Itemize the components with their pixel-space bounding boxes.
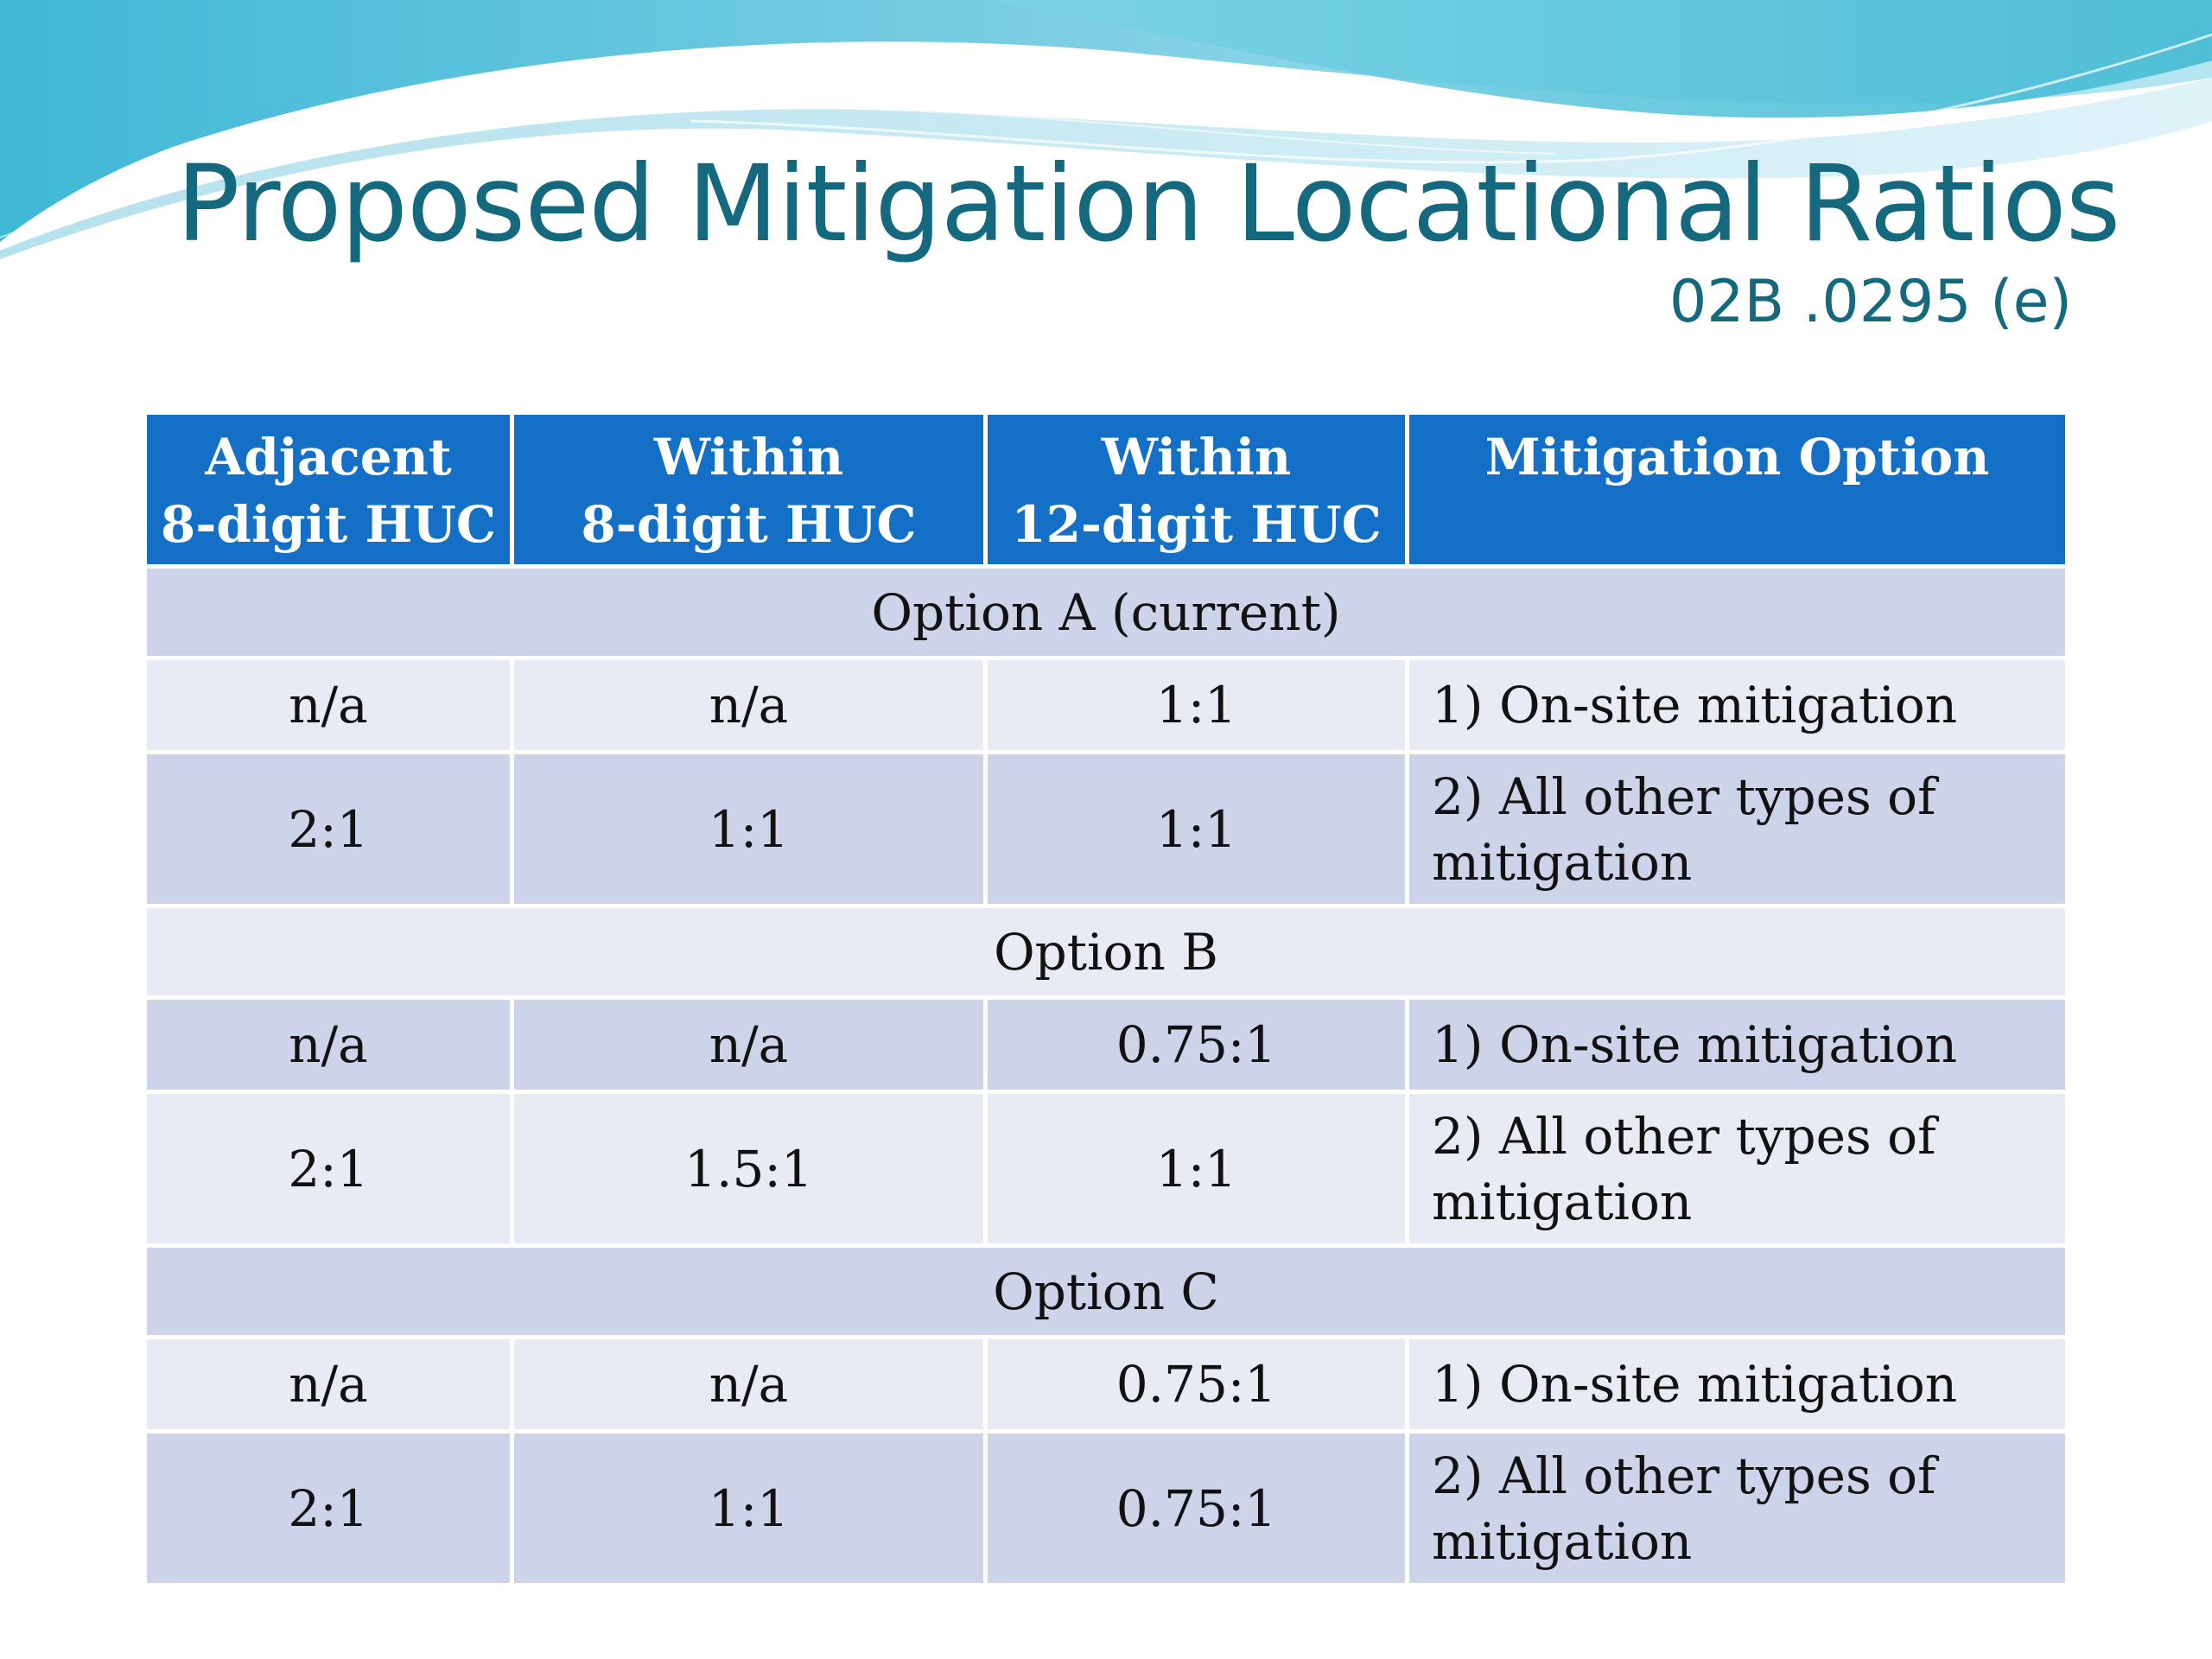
header-adjacent-8-digit-huc: Adjacent 8-digit HUC: [147, 415, 514, 569]
table-cell: n/a: [514, 660, 988, 754]
table-row: 2:1 1:1 0.75:1 2) All other types of mit…: [147, 1433, 2065, 1587]
table-cell: 1:1: [514, 1433, 988, 1587]
option-c-row: Option C: [147, 1248, 2065, 1339]
table-cell: n/a: [147, 1000, 514, 1094]
description-line: 2) All other types of: [1432, 1446, 1936, 1505]
table-cell: n/a: [147, 1339, 514, 1433]
table-cell: 0.75:1: [988, 1000, 1409, 1094]
mitigation-description-cell: 2) All other types of mitigation: [1409, 1433, 2065, 1587]
header-line: 8-digit HUC: [581, 495, 917, 554]
header-line: Within: [653, 428, 844, 486]
description-line: 1) On-site mitigation: [1432, 1015, 1958, 1074]
table-row: n/a n/a 1:1 1) On-site mitigation: [147, 660, 2065, 754]
table-cell: n/a: [514, 1339, 988, 1433]
table-cell: 1:1: [988, 1094, 1409, 1248]
slide-subtitle: 02B .0295 (e): [1669, 268, 2072, 336]
description-line: mitigation: [1432, 832, 1693, 892]
table-cell: n/a: [147, 660, 514, 754]
header-within-8-digit-huc: Within 8-digit HUC: [514, 415, 988, 569]
table-cell: 1.5:1: [514, 1094, 988, 1248]
description-line: 1) On-site mitigation: [1432, 676, 1958, 734]
header-line: Within: [1101, 428, 1292, 486]
decorative-wave-banner: [0, 0, 2212, 259]
header-line: 12-digit HUC: [1011, 495, 1382, 554]
description-line: 2) All other types of: [1432, 1106, 1936, 1166]
mitigation-description-cell: 1) On-site mitigation: [1409, 660, 2065, 754]
mitigation-description-cell: 1) On-site mitigation: [1409, 1339, 2065, 1433]
option-label: Option A (current): [147, 569, 2065, 660]
header-within-12-digit-huc: Within 12-digit HUC: [988, 415, 1409, 569]
description-line: mitigation: [1432, 1172, 1693, 1231]
header-line: Adjacent: [205, 428, 452, 486]
table-cell: 2:1: [147, 754, 514, 908]
mitigation-description-cell: 2) All other types of mitigation: [1409, 1094, 2065, 1248]
table-cell: 1:1: [988, 660, 1409, 754]
table-cell: 1:1: [988, 754, 1409, 908]
description-line: 1) On-site mitigation: [1432, 1355, 1958, 1414]
header-mitigation-option: Mitigation Option: [1409, 415, 2065, 569]
table-cell: n/a: [514, 1000, 988, 1094]
table-cell: 2:1: [147, 1094, 514, 1248]
table-cell: 0.75:1: [988, 1339, 1409, 1433]
description-line: 2) All other types of: [1432, 766, 1936, 826]
option-label: Option C: [147, 1248, 2065, 1339]
description-line: mitigation: [1432, 1511, 1693, 1571]
option-label: Option B: [147, 908, 2065, 1000]
mitigation-description-cell: 1) On-site mitigation: [1409, 1000, 2065, 1094]
option-a-row: Option A (current): [147, 569, 2065, 660]
mitigation-ratio-table: Adjacent 8-digit HUC Within 8-digit HUC …: [147, 415, 2065, 1587]
table-row: 2:1 1.5:1 1:1 2) All other types of miti…: [147, 1094, 2065, 1248]
table-header-row: Adjacent 8-digit HUC Within 8-digit HUC …: [147, 415, 2065, 569]
table-row: n/a n/a 0.75:1 1) On-site mitigation: [147, 1339, 2065, 1433]
table-cell: 1:1: [514, 754, 988, 908]
header-line: 8-digit HUC: [160, 495, 497, 554]
header-line: Mitigation Option: [1484, 428, 1990, 486]
table-cell: 0.75:1: [988, 1433, 1409, 1587]
table-row: n/a n/a 0.75:1 1) On-site mitigation: [147, 1000, 2065, 1094]
table-row: 2:1 1:1 1:1 2) All other types of mitiga…: [147, 754, 2065, 908]
option-b-row: Option B: [147, 908, 2065, 1000]
mitigation-description-cell: 2) All other types of mitigation: [1409, 754, 2065, 908]
slide-title: Proposed Mitigation Locational Ratios: [176, 143, 2120, 265]
table-cell: 2:1: [147, 1433, 514, 1587]
